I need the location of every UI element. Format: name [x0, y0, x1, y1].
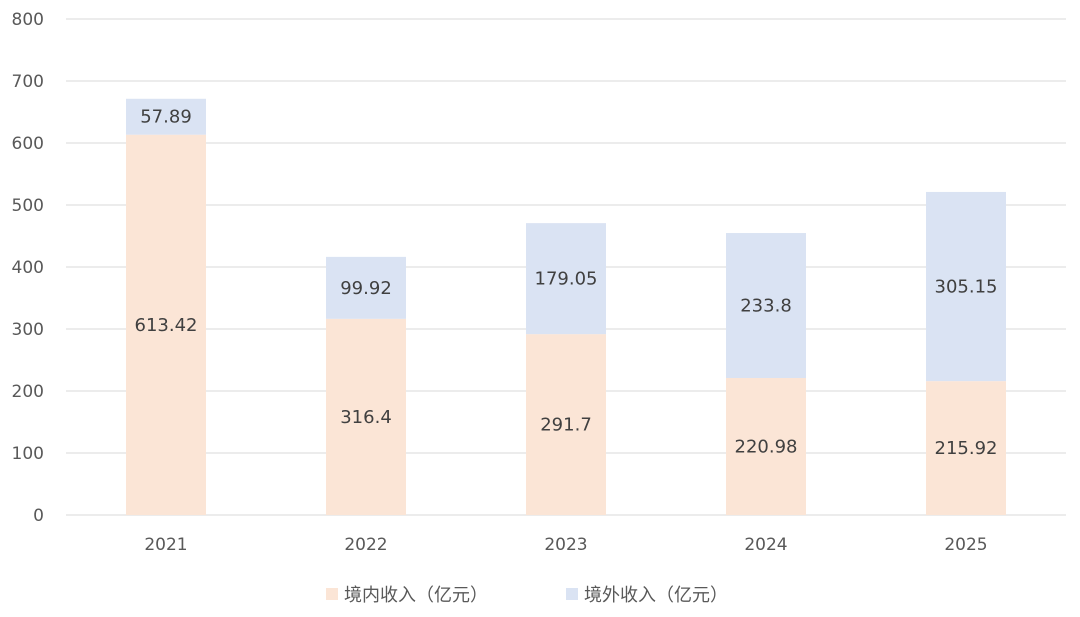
- bar-segment: [126, 134, 206, 515]
- bar-segment: [126, 98, 206, 135]
- bar-segment: [526, 334, 606, 515]
- y-axis-ticks: 0 100 200 300 400 500 600 700 800: [12, 10, 44, 526]
- data-label: 233.8: [740, 296, 792, 317]
- y-tick-label: 200: [12, 382, 44, 402]
- data-label: 57.89: [140, 107, 192, 128]
- bars: [126, 98, 1006, 515]
- legend-swatch-domestic: [326, 588, 338, 600]
- x-tick-label: 2022: [344, 535, 387, 555]
- y-tick-label: 600: [12, 134, 44, 154]
- y-tick-label: 700: [12, 72, 44, 92]
- y-tick-label: 800: [12, 10, 44, 30]
- data-label: 220.98: [735, 436, 798, 457]
- x-tick-label: 2025: [944, 535, 987, 555]
- data-label: 99.92: [340, 278, 392, 299]
- y-tick-label: 400: [12, 258, 44, 278]
- y-tick-label: 500: [12, 196, 44, 216]
- legend: 境内收入（亿元） 境外收入（亿元）: [326, 585, 728, 606]
- data-label: 305.15: [935, 277, 998, 298]
- x-tick-label: 2023: [544, 535, 587, 555]
- bar-segment: [526, 223, 606, 335]
- data-label: 215.92: [935, 438, 998, 459]
- data-label: 613.42: [135, 315, 198, 336]
- bar-segment: [726, 233, 806, 378]
- data-label: 179.05: [535, 269, 598, 290]
- y-tick-label: 100: [12, 444, 44, 464]
- x-tick-label: 2024: [744, 535, 787, 555]
- bar-segment: [926, 381, 1006, 515]
- data-labels: 613.42 57.89 316.4 99.92 291.7 179.05 220.98 23…: [135, 107, 998, 459]
- x-axis-ticks: 2021 2022 2023 2024 2025: [144, 535, 987, 555]
- legend-label-domestic: 境内收入（亿元）: [344, 585, 488, 606]
- legend-label-overseas: 境外收入（亿元）: [584, 585, 728, 606]
- x-tick-label: 2021: [144, 535, 187, 555]
- data-label: 316.4: [340, 407, 392, 428]
- bar-segment: [326, 256, 406, 319]
- data-label: 291.7: [540, 415, 592, 436]
- bar-segment: [326, 318, 406, 515]
- bar-segment: [926, 191, 1006, 382]
- y-tick-label: 0: [33, 506, 44, 526]
- legend-swatch-overseas: [566, 588, 578, 600]
- y-tick-label: 300: [12, 320, 44, 340]
- bar-segment: [726, 377, 806, 515]
